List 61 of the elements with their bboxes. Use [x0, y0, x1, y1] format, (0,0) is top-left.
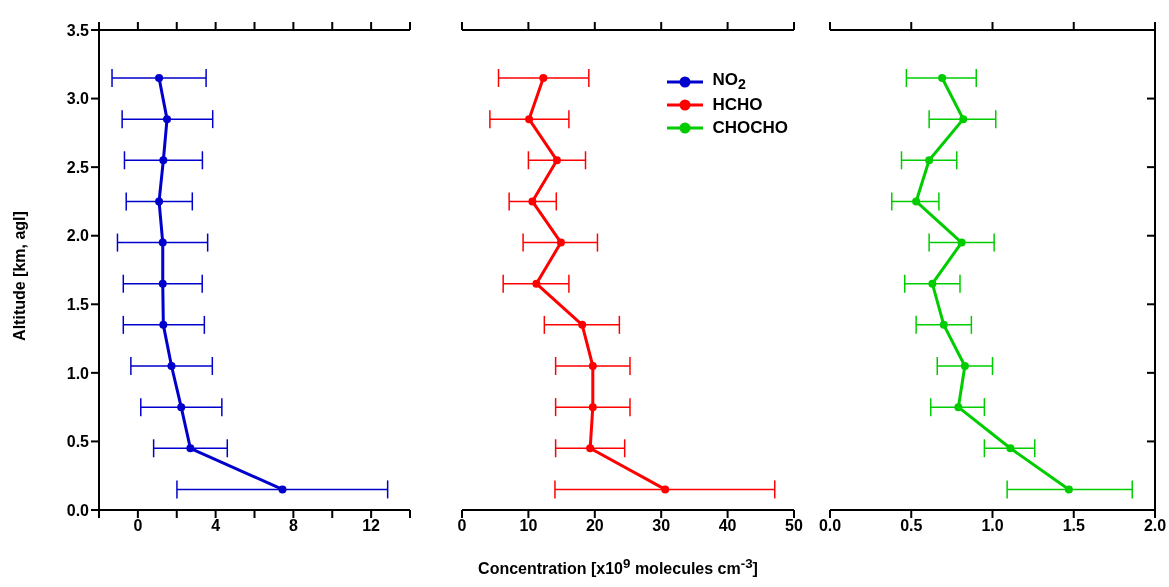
x-axis-title: Concentration [x10$^{9}$ molecules cm$^{-3}$]: [477, 555, 759, 578]
point: [155, 197, 164, 206]
x-tick-label: 0: [457, 517, 467, 535]
point: [578, 320, 587, 329]
point: [957, 238, 966, 247]
y-tick-label: 3.0: [66, 90, 90, 108]
y-tick-label: 0.5: [66, 433, 90, 451]
point: [532, 279, 541, 288]
x-tick-label: 40: [718, 517, 737, 535]
point: [539, 74, 548, 82]
point: [588, 403, 597, 412]
y-tick-label: 1.0: [66, 364, 90, 382]
point: [158, 238, 167, 247]
point: [588, 362, 597, 370]
x-tick-label: 1.0: [981, 517, 1004, 535]
x-tick-label: 10: [519, 517, 538, 535]
legend-label: NO$_{2}$: [712, 70, 746, 93]
point: [278, 485, 287, 494]
point: [954, 403, 963, 412]
y-tick-label: 2.0: [66, 227, 90, 245]
point: [167, 362, 176, 370]
point: [586, 444, 595, 453]
legend-label: CHOCHO: [712, 117, 788, 138]
x-tick-label: 2.0: [1143, 517, 1167, 535]
y-tick-label: 3.5: [66, 21, 90, 39]
y-tick-label: 1.5: [66, 295, 90, 313]
x-tick-label: 20: [585, 517, 604, 535]
point: [159, 156, 168, 165]
point: [552, 156, 561, 165]
x-tick-label: 0.5: [900, 517, 923, 535]
point: [158, 279, 167, 288]
point: [925, 156, 934, 165]
point: [959, 115, 968, 124]
point: [939, 320, 948, 329]
y-tick-label: 2.5: [66, 158, 90, 176]
point: [912, 197, 921, 206]
point: [938, 74, 947, 82]
x-tick-label: 0: [133, 517, 143, 535]
x-tick-label: 0.0: [818, 517, 842, 535]
point: [556, 238, 565, 247]
x-tick-label: 8: [288, 517, 298, 535]
point: [525, 115, 534, 124]
point: [163, 115, 172, 124]
legend-label: HCHO: [712, 94, 763, 115]
x-tick-label: 50: [785, 517, 803, 535]
point: [159, 320, 168, 329]
point: [528, 197, 537, 206]
x-tick-label: 12: [362, 517, 381, 535]
y-axis-title: Altitude [km, agl]: [11, 211, 29, 341]
point: [1006, 444, 1015, 453]
point: [155, 74, 164, 82]
point: [186, 444, 195, 453]
x-tick-label: 1.5: [1062, 517, 1085, 535]
point: [177, 403, 186, 412]
y-tick-label: 0.0: [66, 501, 90, 519]
x-tick-label: 4: [211, 517, 221, 535]
point: [661, 485, 670, 494]
x-tick-label: 30: [652, 517, 671, 535]
point: [1064, 485, 1073, 494]
point: [960, 362, 969, 370]
point: [928, 279, 937, 288]
